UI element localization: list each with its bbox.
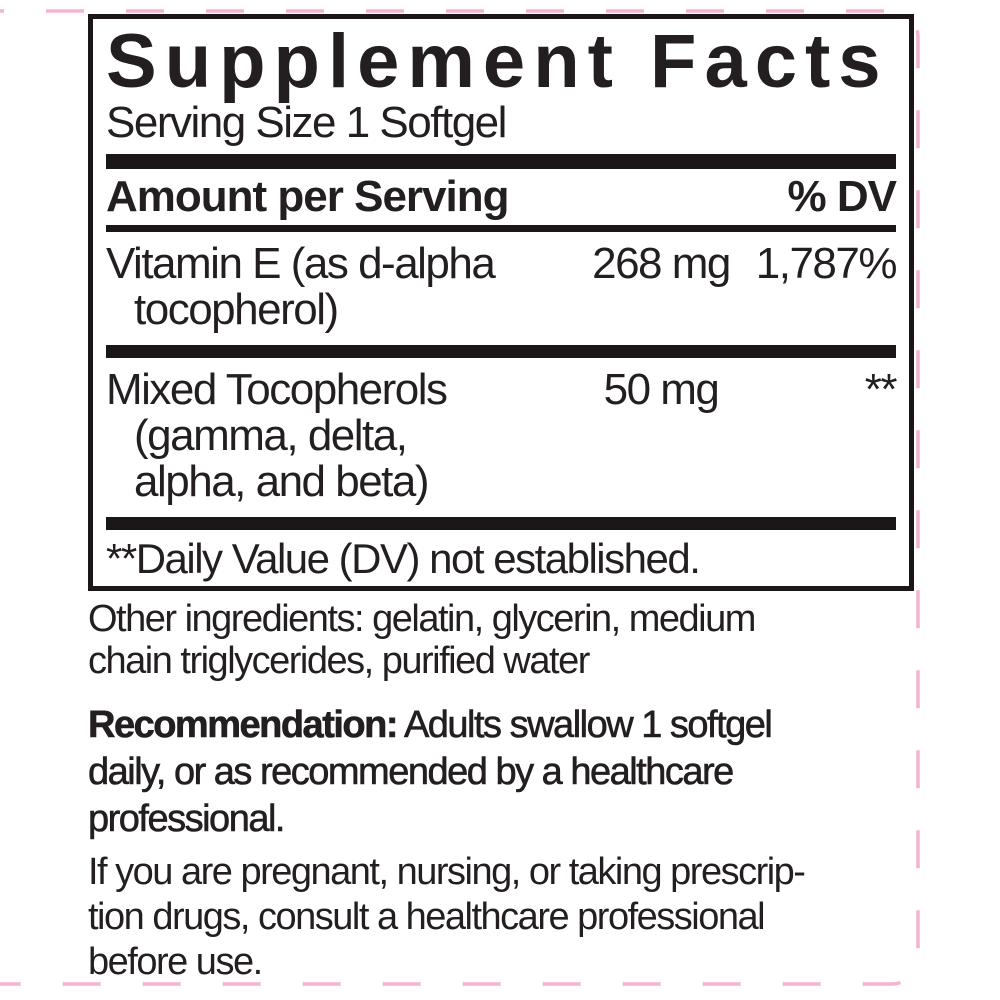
table-row: Vitamin E (as d-alpha tocopherol) 268 mg… [106,232,898,345]
divider-bar-medium [106,517,896,530]
supplement-facts-panel: Supplement Facts Serving Size 1 Softgel … [88,14,914,591]
ingredient-name-line: alpha, and beta) [134,457,430,506]
recommendation-line: Recommendation: Adults swallow 1 softgel [88,702,933,749]
recommendation-line: professional. [88,798,286,841]
percent-dv-header: % DV [787,172,897,221]
table-row: Mixed Tocopherols (gamma, delta, alpha, … [106,358,898,517]
ingredient-name: Mixed Tocopherols (gamma, delta, alpha, … [106,367,576,505]
ingredient-amount: 50 mg [603,365,720,414]
dv-footnote: **Daily Value (DV) not established. [106,535,701,582]
ingredient-dv: ** [864,365,898,414]
divider-bar-thin [106,225,896,232]
recommendation-line: daily, or as recommended by a healthcare [88,751,735,794]
recommendation-label: Recommendation: [88,704,399,747]
ingredient-name: Vitamin E (as d-alpha tocopherol) [106,241,576,333]
ingredient-amount: 268 mg [592,239,731,288]
recommendation-paragraph: Recommendation: Adults swallow 1 softgel… [88,702,933,843]
warning-line: before use. [88,941,263,983]
amount-per-serving-header: Amount per Serving [106,172,509,221]
serving-size-text: Serving Size 1 Softgel [106,98,507,147]
ingredient-name-line: tocopherol) [134,285,339,334]
other-ingredients-paragraph: Other ingredients: gelatin, glycerin, me… [88,598,933,682]
warning-paragraph: If you are pregnant, nursing, or taking … [88,850,933,985]
ingredient-name-line: Vitamin E (as d-alpha [106,239,496,288]
divider-bar-medium [106,345,896,358]
other-ingredients-line: chain triglycerides, purified water [88,640,590,682]
table-header-row: Amount per Serving % DV [106,169,897,225]
other-ingredients-line: Other ingredients: gelatin, glycerin, me… [88,598,756,640]
warning-line: tion drugs, consult a healthcare profess… [88,896,766,938]
ingredient-dv: 1,787% [755,239,898,288]
divider-bar-thick [106,154,896,169]
recommendation-line-text: Adults swallow 1 softgel [396,704,774,747]
warning-line: If you are pregnant, nursing, or taking … [88,851,806,893]
panel-title: Supplement Facts [106,19,889,104]
ingredient-name-line: Mixed Tocopherols [106,365,448,414]
ingredient-name-line: (gamma, delta, [134,411,408,460]
